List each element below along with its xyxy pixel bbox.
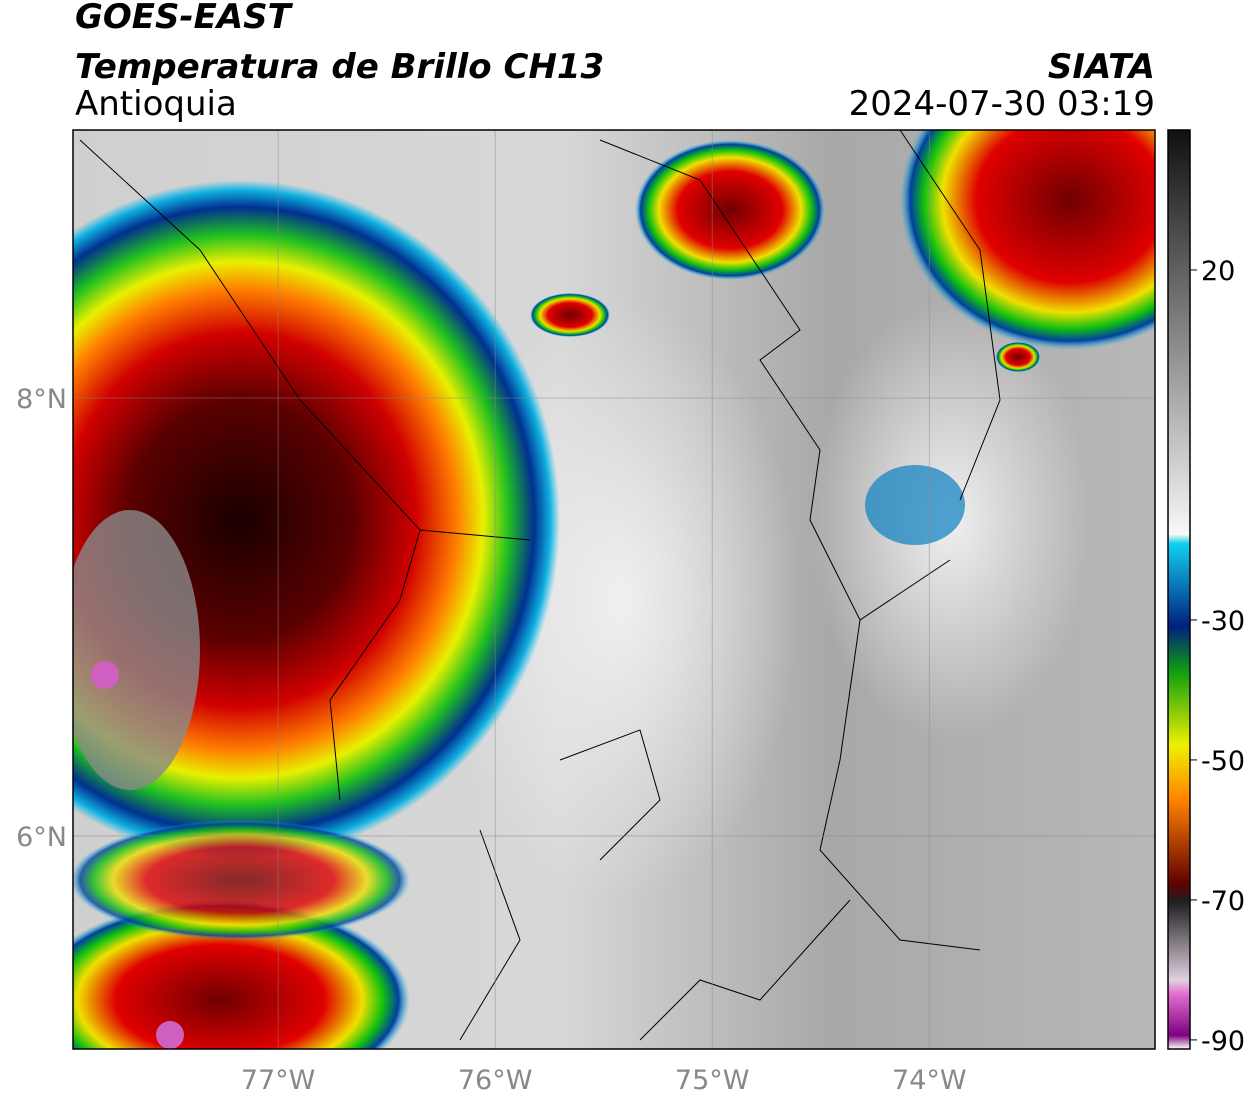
x-tick-label: 76°W (458, 1065, 533, 1096)
colorbar-tick-label: -70 (1201, 886, 1245, 917)
y-tick-label: 8°N (16, 384, 67, 415)
timestamp: 2024-07-30 03:19 (849, 84, 1155, 124)
colorbar-tick-label: -30 (1201, 606, 1245, 637)
colorbar-tick-label: -90 (1201, 1026, 1245, 1057)
x-tick-label: 74°W (892, 1065, 967, 1096)
colorbar-tick-label: -50 (1201, 746, 1245, 777)
colorbar (1167, 129, 1191, 1050)
source: SIATA (1048, 47, 1155, 87)
y-tick-label: 6°N (16, 822, 67, 853)
map-frame (72, 129, 1156, 1050)
title: GOES-EAST (75, 0, 294, 37)
region: Antioquia (75, 84, 237, 124)
colorbar-tick-label: 20 (1201, 256, 1235, 287)
imagery (73, 130, 1155, 1049)
x-tick-label: 77°W (241, 1065, 316, 1096)
subtitle: Temperatura de Brillo CH13 (75, 47, 604, 87)
x-tick-label: 75°W (675, 1065, 750, 1096)
